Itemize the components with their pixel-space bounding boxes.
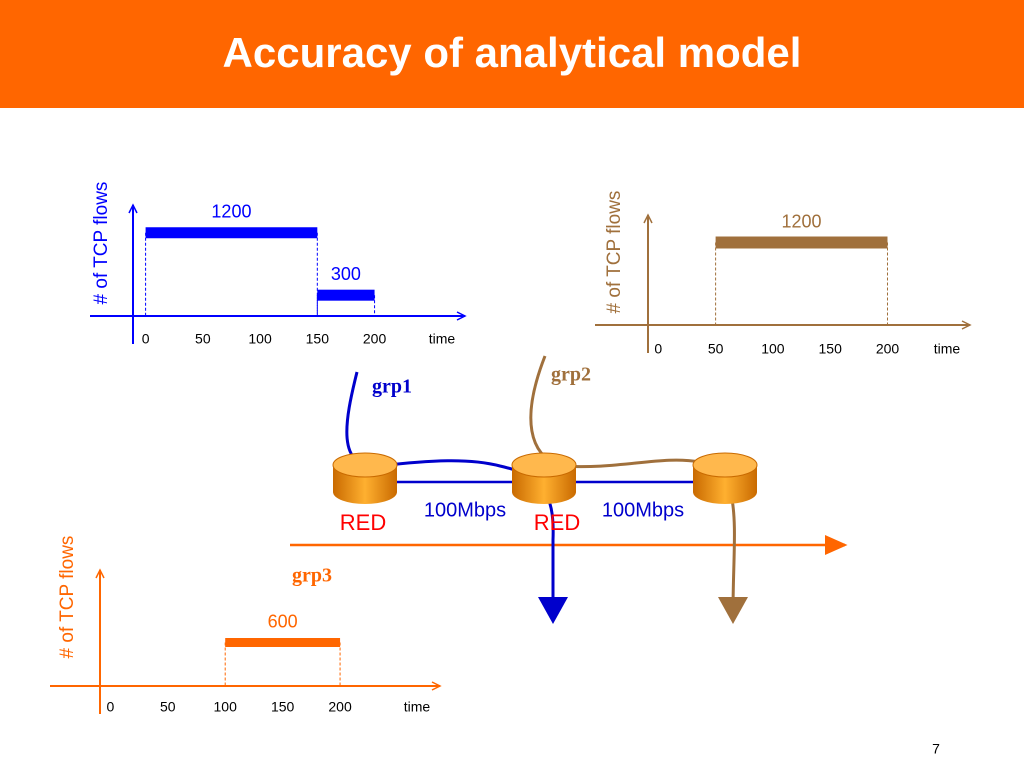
x-axis-label: time: [429, 331, 456, 347]
router: [332, 452, 398, 504]
y-axis-arrow: [128, 203, 138, 214]
x-tick-label: 50: [708, 341, 724, 357]
x-tick-label: 150: [819, 341, 843, 357]
x-tick-label: 150: [271, 699, 295, 715]
group-label: grp1: [372, 376, 412, 398]
queue-label: RED: [340, 510, 386, 535]
link-label: 100Mbps: [424, 499, 506, 521]
x-tick-label: 100: [761, 341, 785, 357]
x-axis-arrow: [431, 681, 442, 691]
chart: # of TCP flows time 0 50 100 150 200 1200 300: [90, 182, 467, 347]
x-tick-label: 50: [160, 699, 176, 715]
value-label: 1200: [782, 211, 822, 231]
network-diagram: grp1 grp2 grp3 100Mbps 100Mbps RED RED: [290, 355, 848, 624]
x-axis-label: time: [404, 699, 431, 715]
segment-bar: [715, 236, 888, 249]
value-label: 300: [331, 264, 361, 284]
slide-title: Accuracy of analytical model: [223, 29, 802, 76]
value-label: 600: [268, 611, 298, 631]
link-label: 100Mbps: [602, 499, 684, 521]
x-tick-label: 50: [195, 331, 211, 347]
header-band: [0, 0, 1024, 108]
queue-label: RED: [534, 510, 580, 535]
x-tick-label: 100: [248, 331, 272, 347]
router: [511, 452, 577, 504]
x-tick-label: 200: [876, 341, 900, 357]
x-axis-label: time: [934, 341, 961, 357]
grp2-path: [529, 355, 749, 624]
y-axis-arrow: [643, 213, 653, 224]
x-axis-arrow: [961, 320, 972, 330]
x-axis-arrow: [456, 311, 467, 321]
chart: # of TCP flows time 0 50 100 150 200 600: [50, 536, 442, 715]
page-number: 7: [932, 741, 940, 757]
router: [692, 452, 758, 504]
y-axis-label: # of TCP flows: [57, 536, 78, 659]
y-axis-label: # of TCP flows: [604, 191, 625, 314]
x-tick-label: 0: [142, 331, 150, 347]
y-axis-label: # of TCP flows: [91, 182, 112, 305]
x-tick-label: 200: [328, 699, 352, 715]
chart: # of TCP flows time 0 50 100 150 200 1200: [595, 191, 972, 357]
segment-bar: [317, 289, 375, 301]
segment-bar: [145, 227, 318, 239]
group-label: grp2: [551, 364, 591, 386]
x-tick-label: 100: [214, 699, 238, 715]
segment-bar: [225, 638, 341, 647]
x-tick-label: 0: [106, 699, 114, 715]
x-tick-label: 0: [654, 341, 662, 357]
x-tick-label: 150: [306, 331, 330, 347]
group-label: grp3: [292, 565, 332, 587]
value-label: 1200: [211, 202, 251, 222]
x-tick-label: 200: [363, 331, 387, 347]
y-axis-arrow: [95, 568, 105, 579]
